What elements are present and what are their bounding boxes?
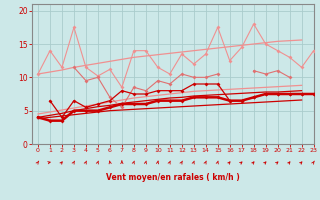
X-axis label: Vent moyen/en rafales ( km/h ): Vent moyen/en rafales ( km/h ) [106,173,240,182]
